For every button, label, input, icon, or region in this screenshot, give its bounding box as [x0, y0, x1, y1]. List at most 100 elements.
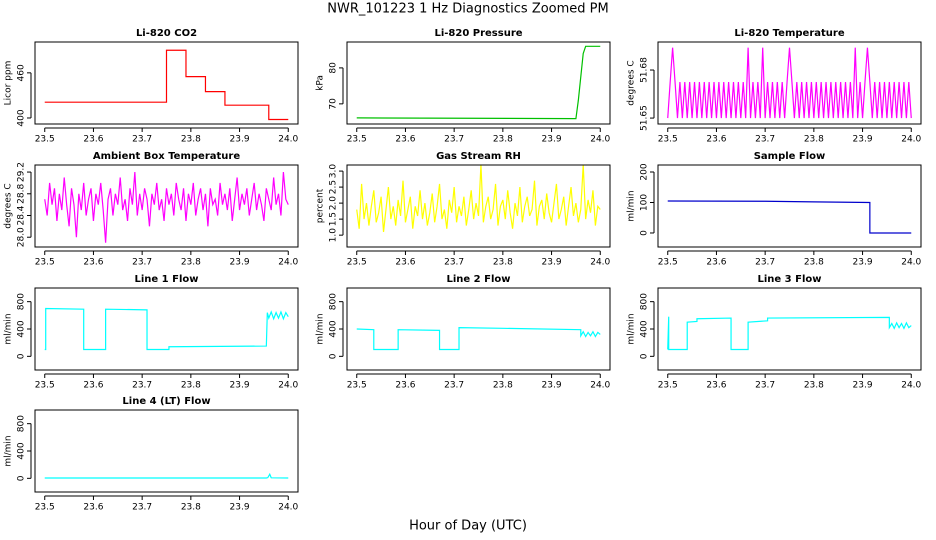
panel-title: Li-820 Temperature [734, 28, 844, 39]
x-tick-label: 23.9 [230, 381, 250, 391]
y-tick-label: 28.8 [17, 183, 27, 203]
data-line [44, 172, 289, 243]
x-tick-label: 23.9 [853, 381, 873, 391]
x-tick-label: 23.5 [35, 381, 55, 391]
x-tick-label: 24.0 [901, 135, 921, 145]
y-tick-label: 400 [17, 320, 27, 337]
y-axis-title: kPa [316, 75, 326, 91]
x-tick-label: 24.0 [278, 503, 298, 513]
panel-title: Line 3 Flow [758, 274, 822, 285]
y-tick-label: 3.0 [329, 164, 339, 179]
x-tick-label: 23.5 [347, 381, 367, 391]
y-tick-label: 100 [640, 194, 650, 211]
y-axis-title: degrees C [4, 183, 14, 228]
x-tick-label: 23.7 [132, 503, 152, 513]
data-line [44, 307, 289, 351]
y-tick-label: 400 [17, 109, 27, 126]
y-tick-label: 29.2 [17, 162, 27, 182]
x-tick-label: 23.6 [395, 135, 415, 145]
x-tick-label: 23.6 [706, 135, 726, 145]
x-tick-label: 23.7 [444, 135, 464, 145]
x-tick-label: 23.8 [804, 258, 824, 268]
x-tick-label: 23.7 [132, 258, 152, 268]
y-tick-label: 800 [17, 415, 27, 432]
x-tick-label: 23.7 [444, 381, 464, 391]
panel-title: Gas Stream RH [436, 151, 521, 162]
x-tick-label: 23.5 [35, 258, 55, 268]
x-tick-label: 23.9 [230, 135, 250, 145]
data-line [356, 45, 601, 120]
y-axis-title: percent [316, 188, 326, 223]
plot-frame [34, 164, 299, 248]
x-tick-label: 23.6 [83, 135, 103, 145]
y-axis-title: ml/min [316, 313, 326, 344]
x-tick-label: 23.7 [755, 135, 775, 145]
x-tick-label: 24.0 [901, 258, 921, 268]
plot-frame [34, 409, 299, 493]
x-tick-label: 23.8 [493, 381, 513, 391]
y-axis-title: ml/min [627, 313, 637, 344]
x-axis-title: Hour of Day (UTC) [409, 519, 527, 534]
x-tick-label: 23.8 [493, 135, 513, 145]
y-tick-label: 2.0 [329, 196, 339, 211]
x-tick-label: 23.8 [804, 381, 824, 391]
x-tick-label: 23.5 [658, 258, 678, 268]
y-tick-label: 400 [329, 320, 339, 337]
x-tick-label: 23.6 [83, 258, 103, 268]
panel-title: Line 4 (LT) Flow [122, 396, 210, 407]
plot-frame [34, 287, 299, 371]
plot-frame [657, 41, 922, 125]
x-tick-label: 23.5 [658, 135, 678, 145]
data-line [356, 164, 601, 233]
x-tick-label: 23.7 [755, 381, 775, 391]
x-tick-label: 23.5 [347, 135, 367, 145]
x-tick-label: 24.0 [278, 381, 298, 391]
x-tick-label: 23.6 [395, 381, 415, 391]
panel-title: Li-820 CO2 [136, 28, 197, 39]
data-line [356, 327, 601, 351]
x-tick-label: 23.8 [181, 135, 201, 145]
x-tick-label: 23.9 [853, 258, 873, 268]
x-tick-label: 23.7 [755, 258, 775, 268]
data-line [667, 47, 912, 119]
y-tick-label: 460 [17, 64, 27, 81]
panel-title: Sample Flow [754, 151, 826, 162]
x-tick-label: 23.9 [230, 503, 250, 513]
x-tick-label: 23.7 [132, 381, 152, 391]
x-tick-label: 23.5 [658, 381, 678, 391]
x-tick-label: 23.8 [493, 258, 513, 268]
x-tick-label: 23.8 [804, 135, 824, 145]
x-tick-label: 24.0 [590, 135, 610, 145]
x-tick-label: 23.7 [132, 135, 152, 145]
y-tick-label: 800 [640, 293, 650, 310]
y-tick-label: 80 [329, 62, 339, 74]
y-tick-label: 51.68 [640, 57, 650, 83]
x-tick-label: 23.8 [181, 503, 201, 513]
x-tick-label: 23.9 [853, 135, 873, 145]
data-line [667, 316, 912, 351]
x-tick-label: 23.5 [35, 135, 55, 145]
x-tick-label: 23.9 [542, 135, 562, 145]
y-tick-label: 0 [329, 353, 339, 359]
plot-frame [346, 41, 611, 125]
x-tick-label: 24.0 [901, 381, 921, 391]
y-tick-label: 51.65 [640, 105, 650, 131]
panel-title: Line 1 Flow [135, 274, 199, 285]
plot-frame [657, 164, 922, 248]
y-tick-label: 400 [17, 442, 27, 459]
x-tick-label: 23.8 [181, 381, 201, 391]
y-axis-title: ml/min [4, 313, 14, 344]
x-tick-label: 23.6 [83, 381, 103, 391]
panel-title: Ambient Box Temperature [93, 151, 240, 162]
y-axis-title: degrees C [627, 60, 637, 105]
panel-title: Line 2 Flow [447, 274, 511, 285]
x-tick-label: 24.0 [278, 135, 298, 145]
y-tick-label: 70 [329, 98, 339, 110]
y-tick-label: 800 [17, 293, 27, 310]
x-tick-label: 23.7 [444, 258, 464, 268]
x-tick-label: 23.5 [35, 503, 55, 513]
plot-frame [657, 287, 922, 371]
y-tick-label: 2.5 [329, 180, 339, 194]
